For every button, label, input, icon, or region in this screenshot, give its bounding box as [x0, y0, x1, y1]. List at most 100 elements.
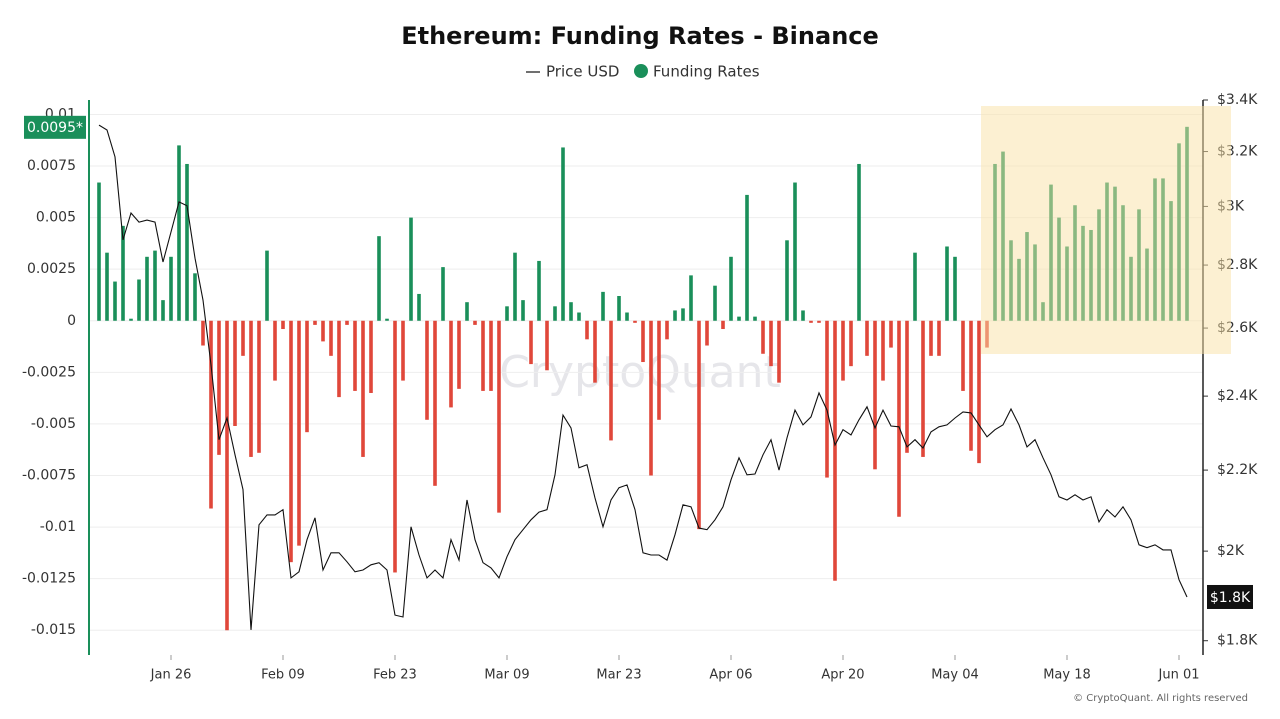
bar	[761, 320, 765, 354]
bar	[673, 310, 677, 321]
y-tick-label: 0.0075	[27, 158, 76, 174]
bar	[969, 320, 973, 451]
bar	[289, 320, 293, 563]
y-tick-label: 0	[67, 313, 76, 329]
bar	[793, 182, 797, 321]
bar	[433, 320, 437, 486]
y-tick-label: -0.01	[40, 519, 76, 535]
bar	[777, 320, 781, 383]
x-tick-label: May 18	[1043, 668, 1091, 683]
bar	[137, 279, 141, 321]
y2-tick-label: $3.4K	[1217, 92, 1258, 108]
bar	[913, 252, 917, 321]
bar	[929, 320, 933, 356]
bar	[689, 275, 693, 321]
bar	[241, 320, 245, 356]
bar	[385, 318, 389, 321]
bar	[321, 320, 325, 342]
bar	[193, 273, 197, 321]
bar	[505, 306, 509, 321]
bar	[609, 320, 613, 441]
bar	[921, 320, 925, 457]
bar	[625, 312, 629, 321]
y2-tick-label: $2K	[1217, 543, 1245, 559]
bar	[553, 306, 557, 321]
bar	[417, 293, 421, 321]
bar	[537, 260, 541, 321]
bar	[425, 320, 429, 420]
bar	[785, 240, 789, 321]
bar	[961, 320, 965, 391]
bar	[897, 320, 901, 517]
bar	[745, 194, 749, 321]
legend-dot-key	[634, 64, 648, 78]
bar	[281, 320, 285, 330]
y2-tick-label: $1.8K	[1217, 633, 1258, 649]
bar	[945, 246, 949, 321]
bar	[641, 320, 645, 363]
bar	[129, 318, 133, 321]
bar	[849, 320, 853, 367]
bar	[593, 320, 597, 383]
bar	[513, 252, 517, 321]
bar	[393, 320, 397, 573]
bar	[841, 320, 845, 381]
bar	[217, 320, 221, 455]
chart-title: Ethereum: Funding Rates - Binance	[401, 22, 879, 50]
bar	[857, 163, 861, 321]
bar	[305, 320, 309, 433]
bar	[329, 320, 333, 356]
bar	[489, 320, 493, 391]
bar	[345, 320, 349, 325]
credit: © CryptoQuant. All rights reserved	[1073, 693, 1248, 704]
x-tick-label: May 04	[931, 668, 979, 683]
bar	[681, 308, 685, 321]
bar	[209, 320, 213, 509]
bar	[201, 320, 205, 346]
bar	[617, 296, 621, 321]
highlight-region	[981, 106, 1231, 354]
bar	[225, 320, 229, 631]
x-tick-label: Mar 09	[484, 668, 529, 683]
y-tick-label: -0.005	[31, 416, 76, 432]
bar	[697, 320, 701, 530]
bar	[361, 320, 365, 457]
bar	[273, 320, 277, 381]
y2-tick-label: $2.2K	[1217, 462, 1258, 478]
bar	[297, 320, 301, 546]
bar	[121, 225, 125, 321]
bar	[113, 281, 117, 321]
bar	[337, 320, 341, 398]
bar	[449, 320, 453, 408]
funding-badge: 0.0095*	[27, 120, 83, 136]
y-tick-label: -0.0025	[22, 364, 76, 380]
bar	[377, 236, 381, 321]
bar	[441, 267, 445, 321]
bar	[401, 320, 405, 381]
y-tick-label: -0.015	[31, 622, 76, 638]
bar	[97, 182, 101, 321]
bar	[545, 320, 549, 371]
bar	[409, 217, 413, 321]
bar	[105, 252, 109, 321]
x-tick-label: Apr 20	[821, 668, 864, 683]
bar	[873, 320, 877, 470]
x-tick-label: Apr 06	[709, 668, 752, 683]
bar	[633, 320, 637, 323]
bar	[585, 320, 589, 340]
funding-badge-bg	[24, 115, 86, 139]
bar	[865, 320, 869, 356]
bar	[169, 256, 173, 321]
bar	[721, 320, 725, 330]
bar	[177, 145, 181, 321]
bar	[889, 320, 893, 348]
bar	[265, 250, 269, 321]
bar	[953, 256, 957, 321]
legend-label: Funding Rates	[653, 63, 760, 81]
bar	[881, 320, 885, 381]
bar	[601, 291, 605, 321]
x-tick-label: Feb 23	[373, 668, 417, 683]
bar	[497, 320, 501, 513]
x-tick-label: Mar 23	[596, 668, 641, 683]
